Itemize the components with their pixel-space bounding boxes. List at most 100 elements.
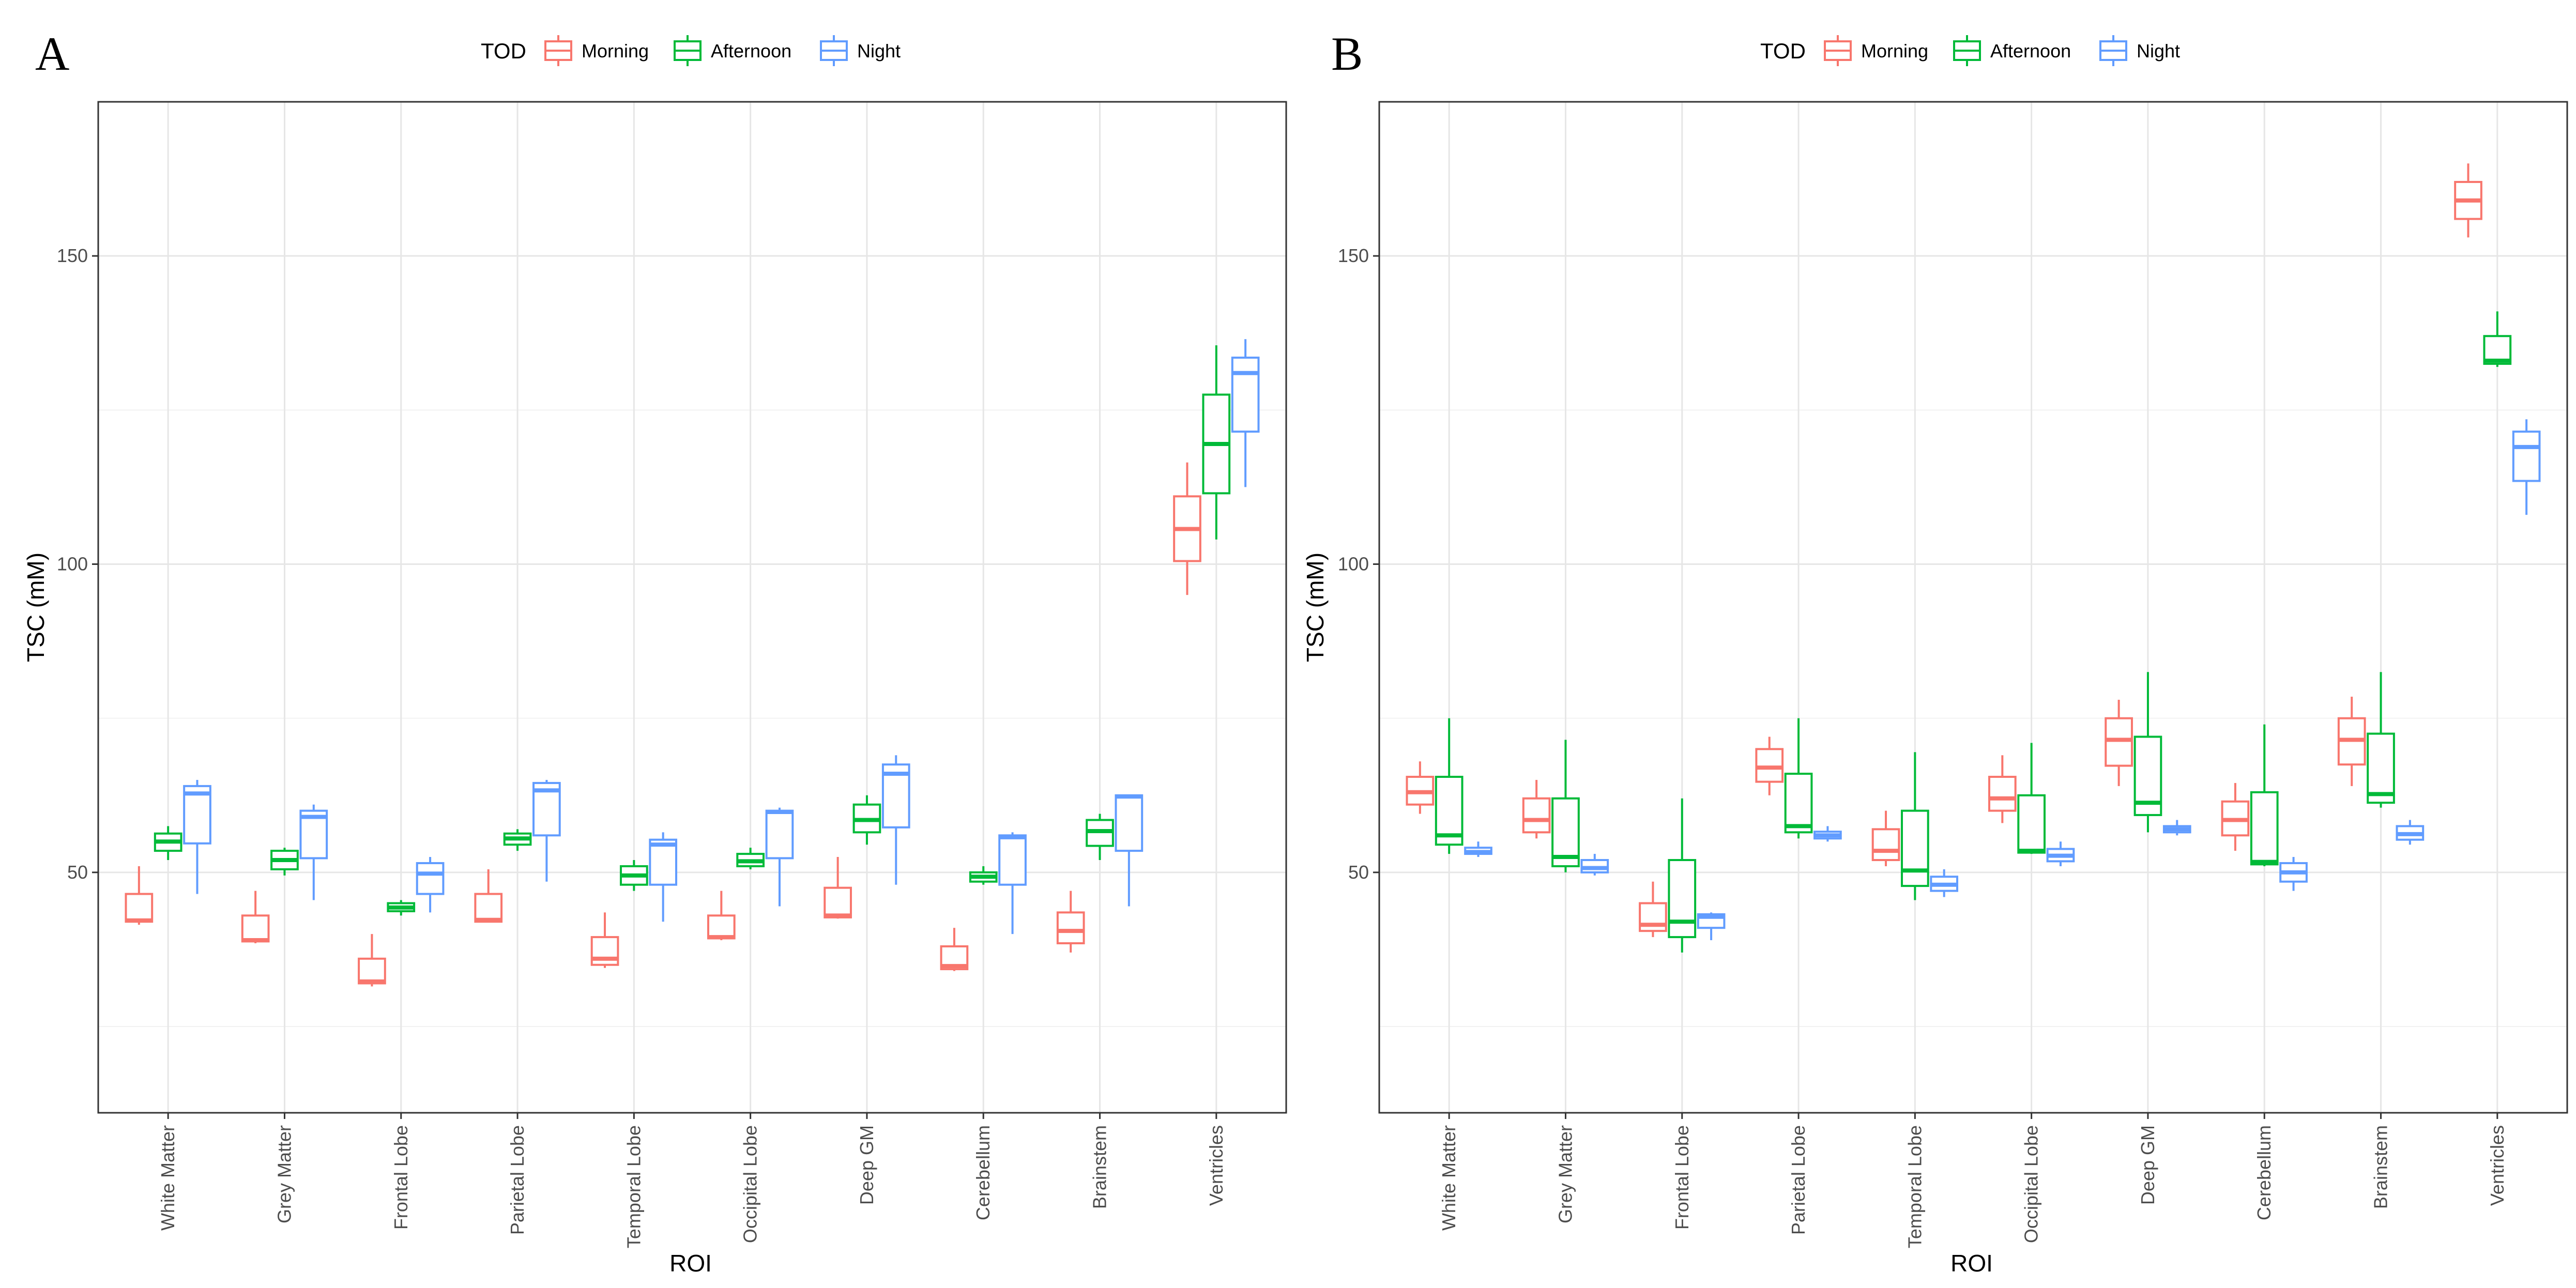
- box-iqr: [998, 834, 1027, 886]
- box-iqr: [1988, 775, 2017, 812]
- box-morning-6: [824, 857, 852, 919]
- box-iqr: [2367, 732, 2395, 804]
- box-iqr: [765, 809, 794, 860]
- box-morning-6: [2105, 699, 2133, 786]
- box-night-8: [2396, 820, 2425, 845]
- legend-key-night: [820, 35, 848, 66]
- x-tick-label: Brainstem: [1089, 1125, 1110, 1209]
- legend: TOD Morning Afternoon Night: [481, 35, 901, 66]
- box-afternoon-4: [1901, 752, 1929, 900]
- box-night-0: [1464, 841, 1492, 857]
- box-night-4: [649, 832, 678, 922]
- x-tick-label: Ventricles: [2487, 1125, 2508, 1206]
- x-axis-title: ROI: [1950, 1250, 1993, 1277]
- legend-key-morning: [544, 35, 572, 66]
- legend: TOD Morning Afternoon Night: [1760, 35, 2180, 66]
- y-tick-label: 50: [1348, 862, 1369, 883]
- x-tick-label: Deep GM: [2137, 1125, 2158, 1205]
- box-night-1: [1580, 854, 1609, 876]
- x-tick-label: Cerebellum: [2253, 1125, 2275, 1220]
- box-morning-2: [358, 934, 386, 987]
- box-afternoon-3: [503, 829, 532, 851]
- x-tick-label: White Matter: [1438, 1125, 1459, 1231]
- box-morning-2: [1639, 881, 1667, 938]
- box-morning-7: [2221, 783, 2250, 851]
- y-axis-title: TSC (mM): [1302, 553, 1329, 662]
- x-tick-label: Occipital Lobe: [2021, 1125, 2042, 1243]
- box-afternoon-7: [2250, 724, 2279, 866]
- x-tick-label: Ventricles: [1206, 1125, 1227, 1206]
- box-morning-1: [1522, 779, 1551, 839]
- legend-key-afternoon: [674, 35, 702, 66]
- box-afternoon-2: [1668, 798, 1697, 953]
- box-iqr: [1522, 797, 1551, 834]
- legend-key-morning: [1824, 35, 1852, 66]
- panel-label: B: [1331, 27, 1363, 80]
- x-axis-title: ROI: [669, 1250, 712, 1277]
- box-afternoon-5: [2017, 743, 2046, 854]
- box-iqr: [649, 838, 678, 886]
- box-morning-0: [1406, 761, 1435, 814]
- y-tick-label: 100: [1338, 554, 1369, 575]
- box-iqr: [824, 886, 852, 918]
- box-iqr: [241, 914, 270, 943]
- y-tick-label: 100: [57, 554, 88, 575]
- box-afternoon-8: [2367, 672, 2395, 808]
- box-night-5: [2046, 841, 2075, 866]
- legend-label-morning: Morning: [1861, 40, 1928, 62]
- panel-border: [97, 101, 1287, 1114]
- box-night-7: [2279, 857, 2308, 891]
- x-tick-label: Cerebellum: [972, 1125, 994, 1220]
- legend-title: TOD: [481, 39, 526, 63]
- legend-title: TOD: [1760, 39, 1806, 63]
- box-iqr: [1056, 911, 1085, 945]
- legend-label-afternoon: Afternoon: [711, 40, 791, 62]
- box-morning-4: [1871, 810, 1900, 866]
- box-night-7: [998, 832, 1027, 934]
- box-afternoon-6: [852, 795, 881, 845]
- box-iqr: [1784, 773, 1813, 834]
- box-afternoon-0: [1435, 718, 1464, 854]
- box-iqr: [474, 893, 503, 923]
- x-tick-label: Frontal Lobe: [390, 1125, 411, 1230]
- box-afternoon-9: [2483, 311, 2512, 367]
- legend-key-night: [2099, 35, 2127, 66]
- y-axis-title: TSC (mM): [22, 553, 49, 662]
- x-tick-label: Frontal Lobe: [1671, 1125, 1693, 1230]
- y-tick-label: 50: [67, 862, 88, 883]
- box-night-0: [183, 779, 211, 894]
- legend-label-morning: Morning: [582, 40, 649, 62]
- x-tick-label: Temporal Lobe: [1904, 1125, 1925, 1248]
- plot-area: [1379, 102, 2567, 1113]
- box-night-2: [1697, 912, 1726, 941]
- box-night-5: [765, 807, 794, 907]
- x-tick-label: Brainstem: [2370, 1125, 2391, 1209]
- box-morning-3: [1755, 737, 1784, 795]
- box-afternoon-2: [387, 900, 416, 916]
- box-night-6: [881, 755, 910, 885]
- box-iqr: [2512, 431, 2541, 482]
- x-tick-label: Temporal Lobe: [623, 1125, 644, 1248]
- chart-panel-a: 50 100 150 White Matter Grey Matter Frontal L…: [22, 27, 1287, 1277]
- box-morning-5: [707, 891, 736, 941]
- box-morning-8: [1056, 891, 1085, 953]
- legend-label-afternoon: Afternoon: [1990, 40, 2071, 62]
- box-iqr: [1115, 794, 1144, 852]
- box-night-8: [1115, 794, 1144, 907]
- box-iqr: [2105, 717, 2133, 767]
- x-tick-label: Grey Matter: [273, 1125, 295, 1223]
- box-morning-7: [940, 928, 969, 971]
- box-iqr: [1901, 809, 1929, 887]
- box-morning-8: [2337, 696, 2366, 786]
- box-afternoon-7: [969, 866, 998, 885]
- y-tick-label: 150: [1338, 245, 1369, 266]
- box-afternoon-8: [1086, 814, 1114, 860]
- box-morning-0: [125, 866, 154, 925]
- plot-area: [98, 102, 1286, 1113]
- box-afternoon-1: [270, 848, 299, 876]
- box-iqr: [416, 862, 445, 895]
- box-night-9: [1231, 339, 1260, 487]
- panel-border: [1378, 101, 2568, 1114]
- x-tick-label: Grey Matter: [1554, 1125, 1576, 1223]
- chart-panel-b: 50 100 150 White Matter Grey Matter Frontal L…: [1302, 27, 2568, 1277]
